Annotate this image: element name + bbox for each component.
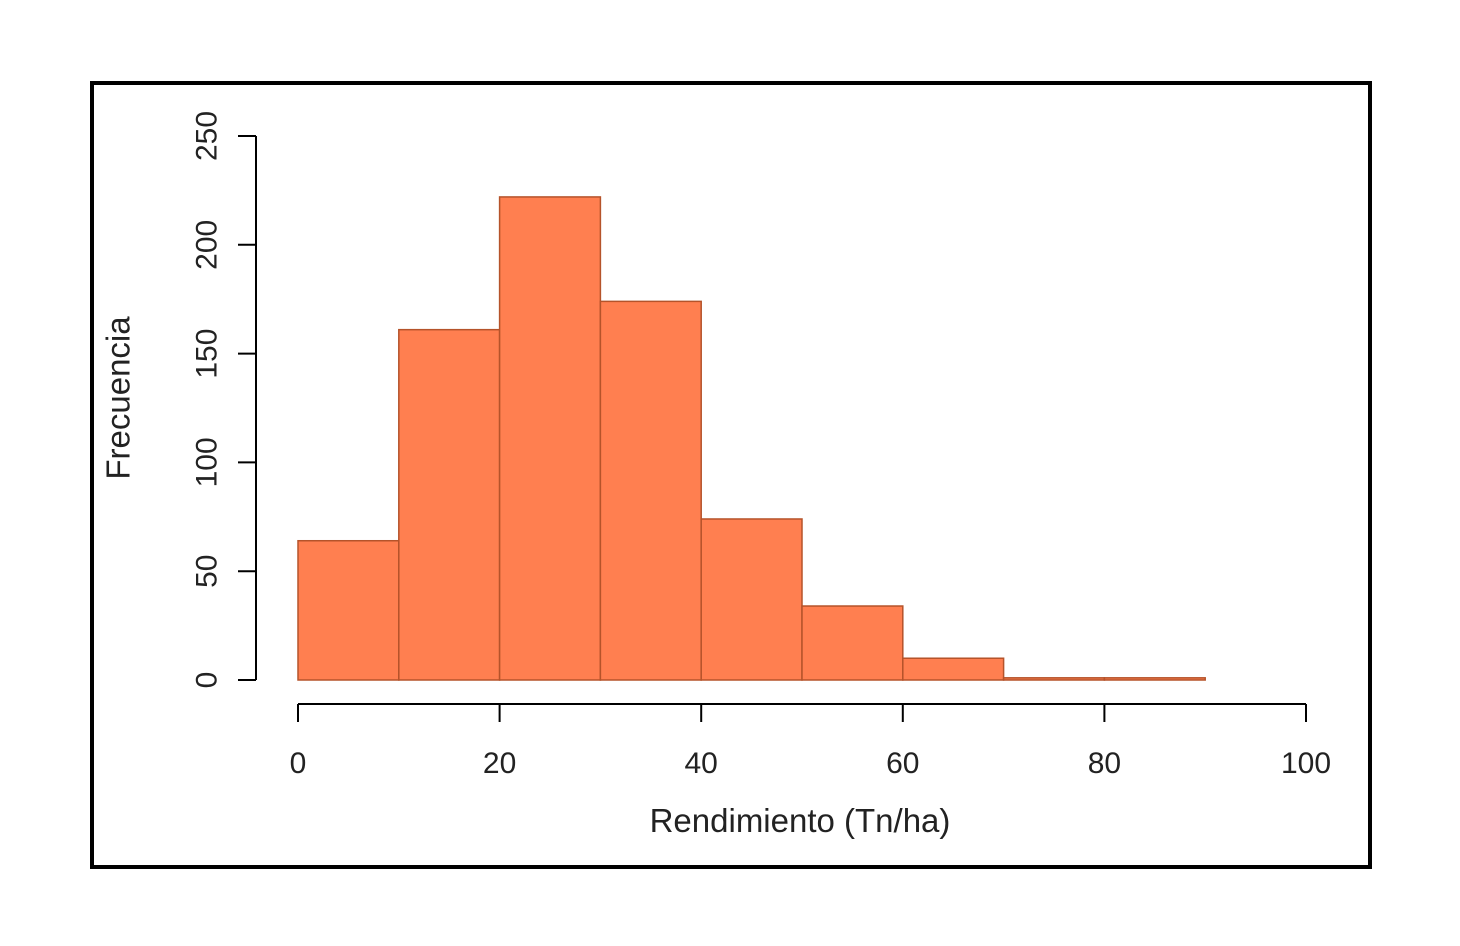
histogram-bar-40-50 [700,518,803,681]
y-tick-label: 200 [191,220,224,270]
histogram-bars [297,196,1206,681]
x-axis-title: Rendimiento (Tn/ha) [650,802,951,839]
histogram-bar-20-30 [498,196,602,681]
x-tick-label: 40 [685,747,718,780]
histogram-bar-80-90 [1103,677,1206,681]
y-tick-label: 100 [191,437,224,487]
x-axis: 0 20 40 60 80 100 [290,703,1331,780]
x-tick-label: 0 [290,747,307,780]
histogram-bar-70-80 [1002,677,1106,681]
x-tick-label: 80 [1088,747,1121,780]
y-tick-label: 150 [191,329,224,379]
x-tick-label: 60 [886,747,919,780]
y-tick-label: 250 [191,111,224,161]
x-tick-label: 100 [1281,747,1331,780]
y-axis: 0 50 100 150 200 250 [191,111,257,688]
figure-frame [90,81,1372,869]
y-tick-label: 50 [191,555,224,588]
histogram-bar-60-70 [902,657,1005,681]
x-tick-label: 20 [483,747,516,780]
y-axis-title: Frecuencia [100,316,137,480]
y-tick-label: 0 [191,672,224,689]
histogram-bar-0-10 [297,539,400,681]
histogram-bar-50-60 [801,605,904,681]
histogram-bar-10-20 [398,328,501,681]
histogram-bar-30-40 [599,300,702,681]
